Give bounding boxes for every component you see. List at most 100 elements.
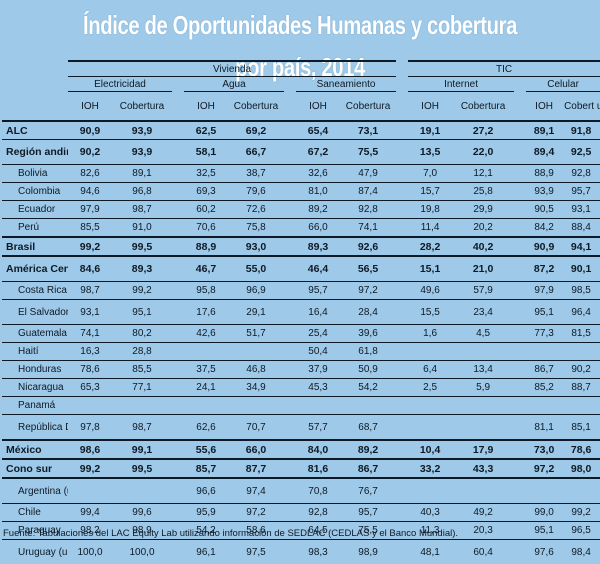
cell-cobertura: 92,6 [340,237,396,256]
column-gap [514,256,526,282]
cell-cobertura: 55,0 [228,256,284,282]
column-gap [284,459,296,478]
cell-ioh: 99,0 [526,504,562,522]
cell-cobertura: 69,2 [228,121,284,140]
cell-cobertura [452,478,514,504]
cell-cobertura: 77,1 [112,379,172,397]
cell-cobertura: 91,8 [562,121,600,140]
cell-cobertura: 49,2 [452,504,514,522]
cell-ioh: 57,7 [296,415,340,441]
cell-ioh: 10,4 [408,440,452,459]
cell-cobertura: 87,7 [228,459,284,478]
cell-cobertura: 47,9 [340,165,396,183]
cell-ioh: 98,3 [296,540,340,564]
column-gap [284,300,296,325]
table-row: Argentina (urbano)96,697,470,876,7 [2,478,600,504]
row-label: Honduras [2,361,68,379]
column-gap [172,415,184,441]
cell-cobertura: 29,9 [452,201,514,219]
column-gap [514,219,526,238]
cell-ioh: 98,7 [68,282,112,300]
cell-ioh [526,397,562,415]
cell-cobertura: 23,4 [452,300,514,325]
column-gap [172,140,184,165]
column-gap [514,459,526,478]
cell-ioh: 89,3 [296,237,340,256]
cell-cobertura: 97,5 [228,540,284,564]
cell-ioh: 42,6 [184,325,228,343]
cell-cobertura: 61,8 [340,343,396,361]
col-header-ioh: IOH [68,92,112,122]
cell-ioh: 37,5 [184,361,228,379]
cell-cobertura: 34,9 [228,379,284,397]
cell-ioh: 99,2 [68,459,112,478]
cell-ioh: 89,2 [296,201,340,219]
col-header-cobertura: Cobert ura [562,92,600,122]
col-header-cobertura: Cobertura [112,92,172,122]
cell-ioh: 85,7 [184,459,228,478]
row-label: Argentina (urbano) [2,478,68,504]
cell-ioh: 65,4 [296,121,340,140]
cell-ioh: 89,4 [526,140,562,165]
col-header-cobertura: Cobertura [452,92,514,122]
cell-cobertura: 99,1 [112,440,172,459]
cell-ioh: 46,7 [184,256,228,282]
cell-cobertura [562,478,600,504]
column-gap [396,300,408,325]
cell-cobertura: 28,8 [112,343,172,361]
cell-ioh: 17,6 [184,300,228,325]
cell-ioh: 37,9 [296,361,340,379]
cell-cobertura: 87,4 [340,183,396,201]
cell-cobertura: 95,7 [340,504,396,522]
column-gap [396,237,408,256]
column-gap [396,415,408,441]
cell-cobertura: 90,1 [562,256,600,282]
column-gap [172,540,184,564]
row-label: México [2,440,68,459]
cell-ioh: 24,1 [184,379,228,397]
cell-ioh: 19,8 [408,201,452,219]
cell-ioh: 99,2 [68,237,112,256]
column-gap [284,504,296,522]
cell-cobertura: 95,7 [562,183,600,201]
cell-ioh: 87,2 [526,256,562,282]
column-gap [284,478,296,504]
row-label: Panamá [2,397,68,415]
cell-ioh [408,397,452,415]
cell-ioh: 45,3 [296,379,340,397]
row-label: ALC [2,121,68,140]
cell-ioh: 32,6 [296,165,340,183]
cell-cobertura: 86,7 [340,459,396,478]
cell-ioh: 16,4 [296,300,340,325]
cell-cobertura: 99,2 [112,282,172,300]
cell-cobertura: 46,8 [228,361,284,379]
cell-cobertura: 90,2 [562,361,600,379]
column-gap [396,219,408,238]
cell-cobertura: 98,9 [340,540,396,564]
cell-ioh [408,478,452,504]
cell-cobertura: 98,7 [112,415,172,441]
cell-cobertura: 39,6 [340,325,396,343]
cell-ioh: 58,1 [184,140,228,165]
cell-ioh: 62,6 [184,415,228,441]
cell-ioh: 70,6 [184,219,228,238]
column-gap [172,459,184,478]
cell-cobertura: 93,1 [562,201,600,219]
cell-cobertura: 97,4 [228,478,284,504]
cell-ioh: 95,1 [526,300,562,325]
column-gap [396,201,408,219]
column-gap [284,121,296,140]
cell-cobertura [228,397,284,415]
cell-ioh [526,478,562,504]
cell-cobertura: 95,1 [112,300,172,325]
cell-ioh: 60,2 [184,201,228,219]
column-gap [396,121,408,140]
cell-ioh: 93,9 [526,183,562,201]
column-gap [396,140,408,165]
column-gap [514,415,526,441]
cell-ioh: 97,9 [68,201,112,219]
row-label: El Salvador [2,300,68,325]
